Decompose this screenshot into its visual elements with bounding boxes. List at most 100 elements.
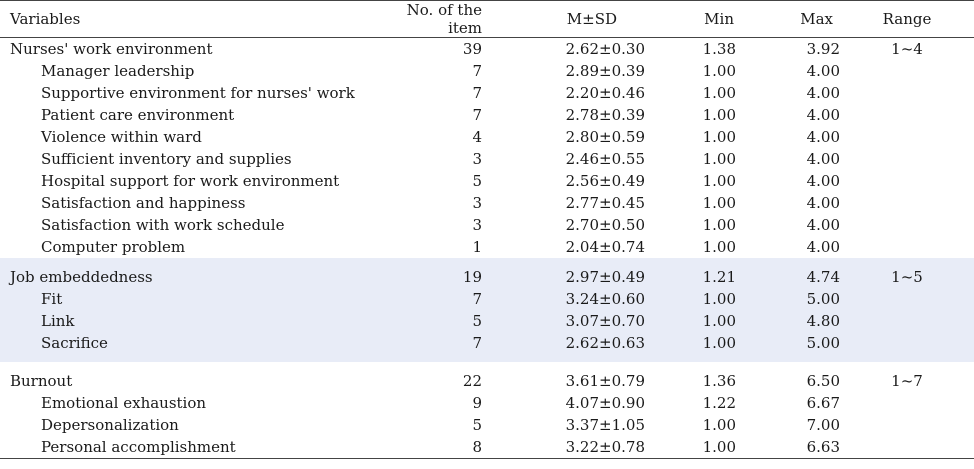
max-value: 4.00: [806, 216, 840, 234]
mean-sd: 3.07±0.70: [482, 310, 645, 332]
item-count: 4: [472, 128, 482, 146]
range-value: [840, 104, 974, 126]
mean-sd: 2.62±0.30: [565, 40, 645, 58]
item-count: 8: [400, 436, 482, 459]
variable-name: Patient care environment: [41, 106, 235, 124]
range-value: [840, 310, 974, 332]
max-value: 4.80: [736, 310, 840, 332]
min-value: 1.36: [702, 372, 736, 390]
range-value: [840, 332, 974, 354]
min-value: 1.00: [702, 62, 736, 80]
mean-sd: 2.46±0.55: [565, 150, 645, 168]
max-value: 4.00: [806, 238, 840, 256]
max-value: 4.00: [806, 106, 840, 124]
mean-sd: 2.04±0.74: [565, 238, 645, 256]
mean-sd: 2.20±0.46: [565, 84, 645, 102]
item-count: 3: [472, 194, 482, 212]
max-value: 5.00: [736, 288, 840, 310]
min-value: 1.00: [645, 332, 736, 354]
item-count: 1: [472, 238, 482, 256]
item-count: 19: [400, 266, 482, 288]
range-value: 1~4: [891, 40, 923, 58]
table-row: Patient care environment 7 2.78±0.39 1.00 4.…: [0, 104, 974, 126]
range-value: [840, 414, 974, 436]
min-value: 1.00: [702, 128, 736, 146]
table-row: Personal accomplishment 8 3.22±0.78 1.00 6.6…: [0, 436, 974, 459]
variable-name: Nurses' work environment: [10, 40, 213, 58]
variable-name: Supportive environment for nurses' work: [41, 84, 355, 102]
max-value: 6.50: [806, 372, 840, 390]
range-value: [840, 60, 974, 82]
table-row: Depersonalization 5 3.37±1.05 1.00 7.00: [0, 414, 974, 436]
variable-name: Sacrifice: [0, 332, 400, 354]
header-msd: M±SD: [482, 0, 645, 38]
item-count: 7: [472, 106, 482, 124]
variable-name: Job embeddedness: [0, 266, 400, 288]
item-count: 7: [400, 288, 482, 310]
table-row: Manager leadership 7 2.89±0.39 1.00 4.00: [0, 60, 974, 82]
mean-sd: 2.70±0.50: [565, 216, 645, 234]
range-value: [840, 236, 974, 258]
descriptive-statistics-table: Variables No. of the item M±SD Min Max R…: [0, 0, 974, 459]
header-variables: Variables: [0, 0, 400, 38]
max-value: 4.00: [806, 150, 840, 168]
variable-name: Burnout: [10, 372, 73, 390]
header-items: No. of the item: [400, 0, 482, 38]
item-count: 5: [472, 172, 482, 190]
table-row: Satisfaction and happiness 3 2.77±0.45 1.00…: [0, 192, 974, 214]
group-row: Job embeddedness 19 2.97±0.49 1.21 4.74 1~5: [0, 266, 974, 288]
range-value: [840, 82, 974, 104]
variable-name: Computer problem: [41, 238, 186, 256]
min-value: 1.00: [702, 194, 736, 212]
range-value: 1~7: [891, 372, 923, 390]
table-row: Violence within ward 4 2.80±0.59 1.00 4.00: [0, 126, 974, 148]
min-value: 1.00: [645, 310, 736, 332]
item-count: 7: [472, 84, 482, 102]
max-value: 4.74: [736, 266, 840, 288]
variable-name: Depersonalization: [41, 416, 179, 434]
variable-name: Satisfaction with work schedule: [41, 216, 285, 234]
max-value: 4.00: [806, 62, 840, 80]
max-value: 4.00: [806, 172, 840, 190]
group-row: Nurses' work environment 39 2.62±0.30 1.38 3…: [0, 38, 974, 61]
item-count: 3: [472, 216, 482, 234]
min-value: 1.00: [702, 172, 736, 190]
table-row: Link 5 3.07±0.70 1.00 4.80: [0, 310, 974, 332]
range-value: [840, 392, 974, 414]
range-value: [840, 192, 974, 214]
min-value: 1.00: [702, 416, 736, 434]
item-count: 7: [472, 62, 482, 80]
mean-sd: 2.56±0.49: [565, 172, 645, 190]
table-row: Fit 7 3.24±0.60 1.00 5.00: [0, 288, 974, 310]
variable-name: Hospital support for work environment: [41, 172, 340, 190]
range-value: 1~5: [840, 266, 974, 288]
min-value: 1.00: [645, 288, 736, 310]
table-row: Sufficient inventory and supplies 3 2.46±0…: [0, 148, 974, 170]
min-value: 1.00: [702, 216, 736, 234]
mean-sd: 3.22±0.78: [482, 436, 645, 459]
variable-name: Fit: [0, 288, 400, 310]
item-count: 22: [462, 372, 482, 390]
min-value: 1.00: [645, 436, 736, 459]
max-value: 4.00: [806, 194, 840, 212]
header-range: Range: [840, 0, 974, 38]
item-count: 9: [472, 394, 482, 412]
item-count: 7: [400, 332, 482, 354]
min-value: 1.00: [702, 238, 736, 256]
range-value: [840, 170, 974, 192]
table-body: Nurses' work environment 39 2.62±0.30 1.38 3…: [0, 38, 974, 459]
item-count: 3: [472, 150, 482, 168]
max-value: 3.92: [806, 40, 840, 58]
mean-sd: 4.07±0.90: [565, 394, 645, 412]
item-count: 5: [472, 416, 482, 434]
max-value: 6.63: [736, 436, 840, 459]
group-row: Burnout 22 3.61±0.79 1.36 6.50 1~7: [0, 370, 974, 392]
range-value: [840, 288, 974, 310]
header-min: Min: [645, 0, 736, 38]
mean-sd: 2.80±0.59: [565, 128, 645, 146]
header-row: Variables No. of the item M±SD Min Max R…: [0, 0, 974, 38]
item-count: 39: [462, 40, 482, 58]
min-value: 1.00: [702, 84, 736, 102]
header-max: Max: [736, 0, 840, 38]
mean-sd: 2.62±0.63: [482, 332, 645, 354]
